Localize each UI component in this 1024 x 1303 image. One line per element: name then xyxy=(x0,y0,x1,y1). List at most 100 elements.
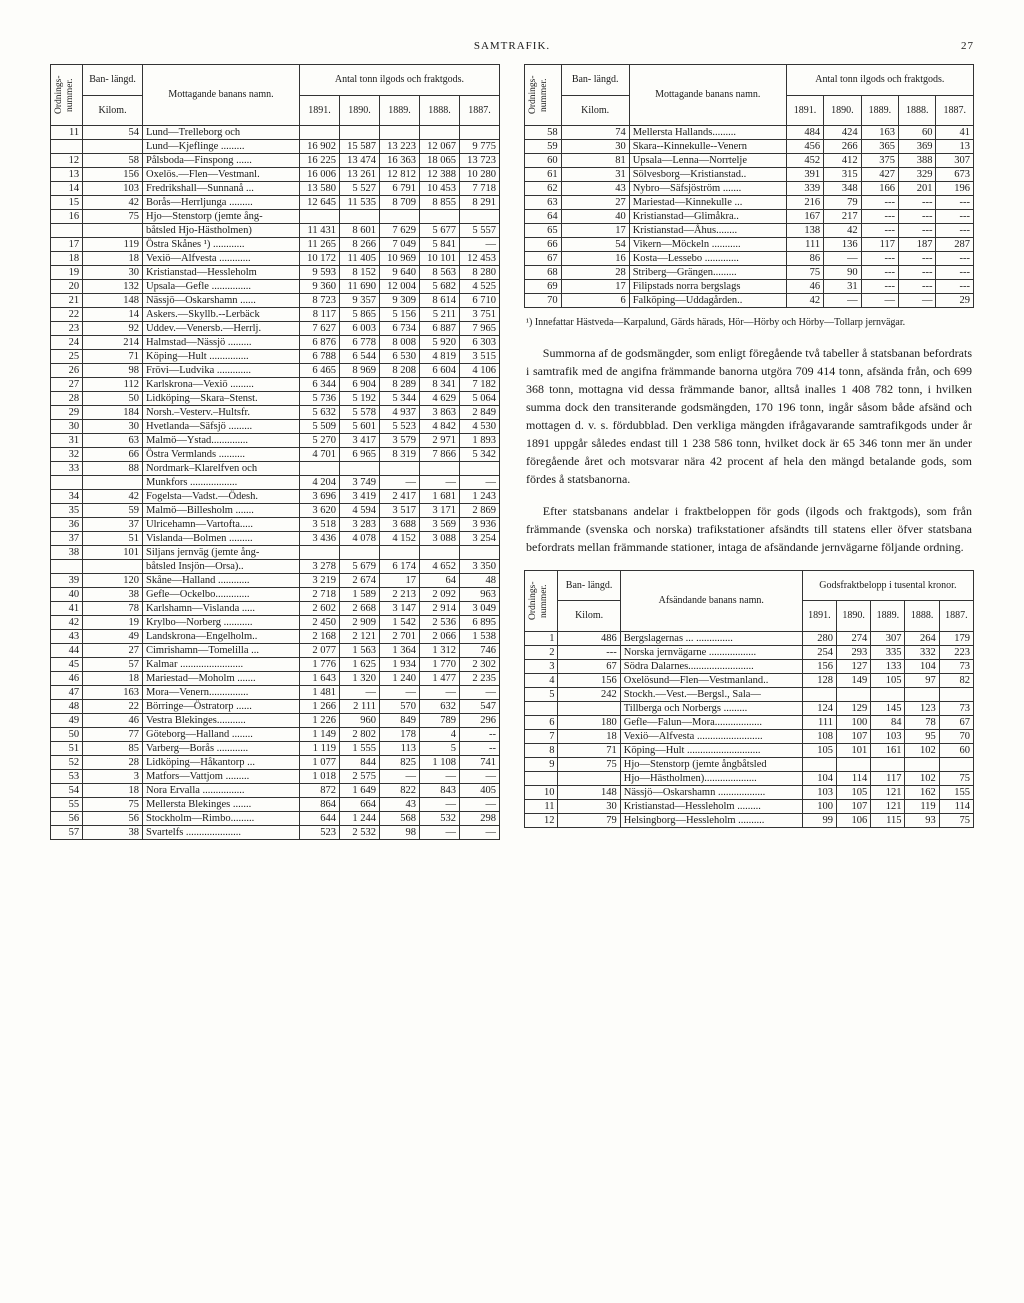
cell: Stockh.—Vest.—Bergsl., Sala— xyxy=(620,687,802,701)
cell: 98 xyxy=(379,826,419,840)
cell: 35 xyxy=(51,504,83,518)
cell: — xyxy=(419,798,459,812)
cell xyxy=(379,126,419,140)
cell: 13 xyxy=(51,168,83,182)
cell: 6 965 xyxy=(339,448,379,462)
cell: 58 xyxy=(525,126,562,140)
cell: 85 xyxy=(83,742,143,756)
table-row: 5077Göteborg—Halland ........1 1492 8021… xyxy=(51,728,500,742)
cell: 9 775 xyxy=(459,140,499,154)
cell: 5 064 xyxy=(459,392,499,406)
cell: 11 405 xyxy=(339,252,379,266)
cell: 4 152 xyxy=(379,532,419,546)
cell: -- xyxy=(459,728,499,742)
cell: 6 xyxy=(525,715,558,729)
cell: 100 xyxy=(836,715,870,729)
cell xyxy=(802,687,836,701)
cell xyxy=(525,701,558,715)
cell: 101 xyxy=(83,546,143,560)
cell: 71 xyxy=(83,350,143,364)
cell: 149 xyxy=(836,673,870,687)
cell: 214 xyxy=(83,336,143,350)
cell: --- xyxy=(861,210,898,224)
cell: 103 xyxy=(802,785,836,799)
table-row: 20132Upsala—Gefle ...............9 36011… xyxy=(51,280,500,294)
cell: Kristianstad—Hessleholm ......... xyxy=(620,799,802,813)
cell: 2 602 xyxy=(299,602,339,616)
cell: 105 xyxy=(836,785,870,799)
cell: 42 xyxy=(51,616,83,630)
cell: 1 266 xyxy=(299,700,339,714)
cell: Pålsboda—Finspong ...... xyxy=(142,154,299,168)
table-row: 4156Oxelösund—Flen—Vestmanland..12814910… xyxy=(525,673,974,687)
cell: Munkfors .................. xyxy=(142,476,299,490)
cell xyxy=(299,126,339,140)
cell: Kristianstad—Hessleholm xyxy=(142,266,299,280)
cell: 67 xyxy=(558,659,620,673)
cell: 5 211 xyxy=(419,308,459,322)
cell: 1 077 xyxy=(299,756,339,770)
col-kilom-c: Kilom. xyxy=(558,601,620,632)
cell xyxy=(379,546,419,560)
cell: 3 751 xyxy=(459,308,499,322)
cell: 11 690 xyxy=(339,280,379,294)
cell: 523 xyxy=(299,826,339,840)
cell: 424 xyxy=(824,126,861,140)
cell: Lund—Trelleborg och xyxy=(142,126,299,140)
cell: 22 xyxy=(51,308,83,322)
cell: 405 xyxy=(459,784,499,798)
page-header: SAMTRAFIK. 27 xyxy=(50,40,974,52)
table-row: 1130Kristianstad—Hessleholm .........100… xyxy=(525,799,974,813)
cell: 4 819 xyxy=(419,350,459,364)
cell: 75 xyxy=(83,210,143,224)
cell: 97 xyxy=(905,673,939,687)
cell: 2 909 xyxy=(339,616,379,630)
cell: — xyxy=(459,770,499,784)
cell: 673 xyxy=(936,168,974,182)
table-row: 3751Vislanda—Bolmen .........3 4364 0784… xyxy=(51,532,500,546)
cell: 47 xyxy=(51,686,83,700)
cell: 136 xyxy=(824,238,861,252)
cell: 2 668 xyxy=(339,602,379,616)
cell: 6 876 xyxy=(299,336,339,350)
cell: 11 535 xyxy=(339,196,379,210)
cell: Tillberga och Norbergs ......... xyxy=(620,701,802,715)
cell: 315 xyxy=(824,168,861,182)
cell: 12 xyxy=(525,813,558,827)
cell: 3 254 xyxy=(459,532,499,546)
table-row: Lund—Kjeflinge .........16 90215 58713 2… xyxy=(51,140,500,154)
cell: 124 xyxy=(802,701,836,715)
footnote: ¹) Innefattar Hästveda—Karpalund, Gärds … xyxy=(526,316,972,330)
cell xyxy=(339,546,379,560)
cell: 6 544 xyxy=(339,350,379,364)
cell: --- xyxy=(936,224,974,238)
cell: — xyxy=(379,476,419,490)
table-b: Ordnings- nummer. Ban- längd. Mottagande… xyxy=(524,64,974,308)
cell: 10 xyxy=(525,785,558,799)
cell: Upsala—Gefle ............... xyxy=(142,280,299,294)
cell: 2 213 xyxy=(379,588,419,602)
cell: 42 xyxy=(83,490,143,504)
cell: 4 106 xyxy=(459,364,499,378)
cell: 452 xyxy=(786,154,823,168)
col-y1-b: 1890. xyxy=(824,95,861,126)
table-row: 718Vexiö—Alfvesta ......................… xyxy=(525,729,974,743)
cell: 27 xyxy=(83,644,143,658)
cell: --- xyxy=(899,196,936,210)
cell xyxy=(802,757,836,771)
cell: 216 xyxy=(786,196,823,210)
cell: 532 xyxy=(419,812,459,826)
cell: Kalmar ........................ xyxy=(142,658,299,672)
cell: 456 xyxy=(786,140,823,154)
cell: 75 xyxy=(83,798,143,812)
cell: 8 280 xyxy=(459,266,499,280)
cell: 1 589 xyxy=(339,588,379,602)
cell: 2 066 xyxy=(419,630,459,644)
table-row: 3163Malmö—Ystad..............5 2703 4173… xyxy=(51,434,500,448)
cell: 12 xyxy=(51,154,83,168)
cell: 95 xyxy=(905,729,939,743)
cell: Vestra Blekinges........... xyxy=(142,714,299,728)
cell: 156 xyxy=(558,673,620,687)
cell: 103 xyxy=(871,729,905,743)
cell: 23 xyxy=(51,322,83,336)
